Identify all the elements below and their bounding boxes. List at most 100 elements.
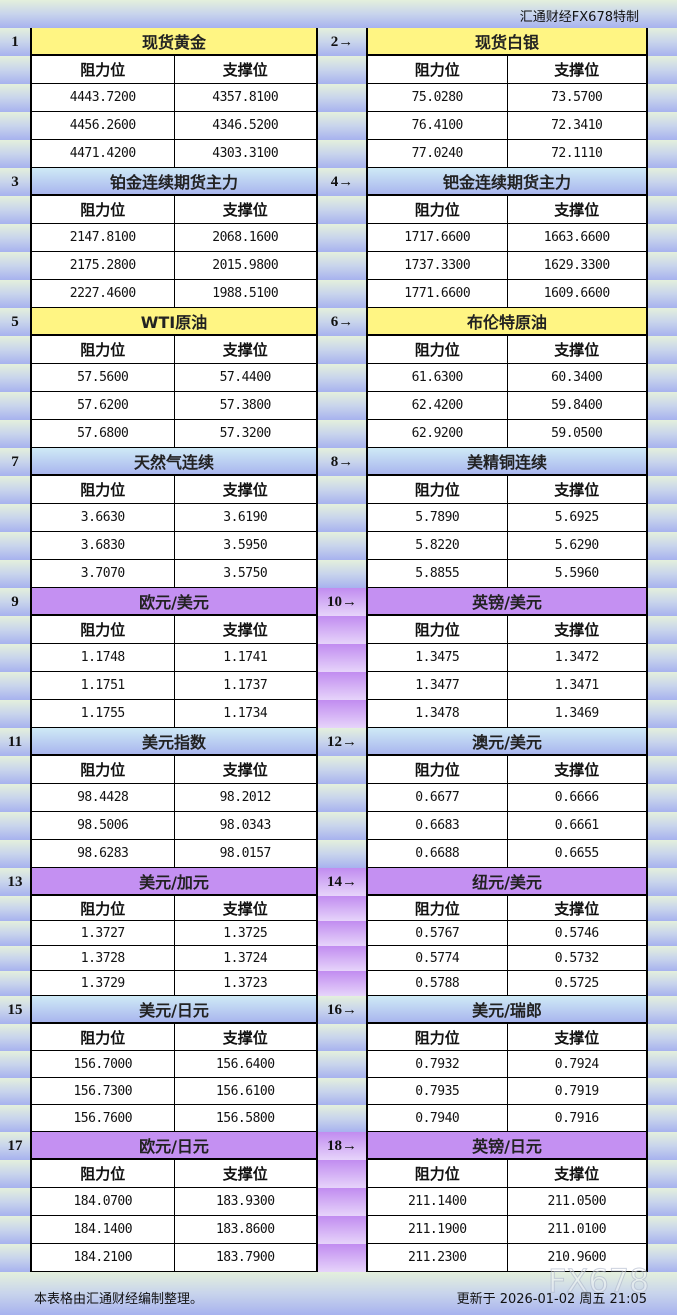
instrument-title: 英镑/日元 bbox=[368, 1132, 646, 1159]
resistance-value: 57.5600 bbox=[32, 364, 174, 391]
mid-spacer bbox=[316, 1216, 368, 1244]
mid-spacer bbox=[316, 1051, 368, 1078]
block-data-row: 98.5006 98.0343 0.6683 0.6661 bbox=[0, 812, 677, 840]
block-data-row: 4456.2600 4346.5200 76.4100 72.3410 bbox=[0, 112, 677, 140]
right-table-row: 0.7940 0.7916 bbox=[368, 1105, 648, 1132]
right-spacer bbox=[648, 280, 677, 308]
right-spacer bbox=[648, 532, 677, 560]
mid-spacer bbox=[316, 644, 368, 672]
left-table-row: 2227.4600 1988.5100 bbox=[30, 280, 316, 308]
instrument-title: 美元/瑞郎 bbox=[368, 996, 646, 1023]
right-spacer bbox=[648, 336, 677, 364]
block-data-row: 阻力位 支撑位 阻力位 支撑位 bbox=[0, 336, 677, 364]
support-value: 98.2012 bbox=[173, 784, 316, 811]
block-data-row: 3.6830 3.5950 5.8220 5.6290 bbox=[0, 532, 677, 560]
left-table-row: 57.6200 57.3800 bbox=[30, 392, 316, 420]
mid-spacer bbox=[316, 476, 368, 504]
left-table-row: 铂金连续期货主力 bbox=[30, 168, 316, 196]
arrow-right-icon: → bbox=[342, 873, 357, 890]
support-value: 0.7919 bbox=[506, 1078, 646, 1104]
arrow-right-icon: → bbox=[338, 33, 354, 50]
block-data-row: 阻力位 支撑位 阻力位 支撑位 bbox=[0, 1160, 677, 1188]
block-header-row: 1 现货黄金 2 → 现货白银 bbox=[0, 28, 677, 56]
resistance-value: 184.1400 bbox=[32, 1216, 174, 1243]
right-spacer bbox=[648, 700, 677, 728]
instrument-title: 英镑/美元 bbox=[368, 588, 646, 615]
support-value: 1988.5100 bbox=[173, 280, 316, 307]
block-data-row: 阻力位 支撑位 阻力位 支撑位 bbox=[0, 476, 677, 504]
support-value: 1.3472 bbox=[506, 644, 646, 671]
side-spacer bbox=[0, 336, 30, 364]
block-data-row: 阻力位 支撑位 阻力位 支撑位 bbox=[0, 56, 677, 84]
mid-spacer bbox=[316, 112, 368, 140]
support-header: 支撑位 bbox=[173, 756, 316, 783]
right-table-row: 211.1400 211.0500 bbox=[368, 1188, 648, 1216]
right-spacer bbox=[648, 28, 677, 56]
block-number-arrow: 16 → bbox=[316, 996, 368, 1024]
side-spacer bbox=[0, 672, 30, 700]
side-spacer bbox=[0, 140, 30, 168]
block-header-row: 15 美元/日元 16 → 美元/瑞郎 bbox=[0, 996, 677, 1024]
resistance-header: 阻力位 bbox=[368, 896, 507, 920]
side-spacer bbox=[0, 1160, 30, 1188]
block-data-row: 57.6800 57.3200 62.9200 59.0500 bbox=[0, 420, 677, 448]
block-number: 1 bbox=[11, 33, 19, 50]
support-value: 5.6290 bbox=[506, 532, 646, 559]
right-spacer bbox=[648, 168, 677, 196]
right-table-row: 英镑/美元 bbox=[368, 588, 648, 616]
side-spacer bbox=[0, 840, 30, 868]
resistance-header: 阻力位 bbox=[368, 616, 507, 643]
block-data-row: 1.3727 1.3725 0.5767 0.5746 bbox=[0, 921, 677, 946]
block-data-row: 4471.4200 4303.3100 77.0240 72.1110 bbox=[0, 140, 677, 168]
right-table-row: 76.4100 72.3410 bbox=[368, 112, 648, 140]
arrow-right-icon: → bbox=[342, 1137, 357, 1154]
mid-spacer bbox=[316, 140, 368, 168]
footer-note: 本表格由汇通财经编制整理。 bbox=[34, 1292, 204, 1307]
left-table-row: 阻力位 支撑位 bbox=[30, 56, 316, 84]
right-table-row: 0.5788 0.5725 bbox=[368, 971, 648, 996]
right-table-row: 1.3475 1.3472 bbox=[368, 644, 648, 672]
mid-spacer bbox=[316, 336, 368, 364]
side-spacer bbox=[0, 896, 30, 921]
right-table-row: 5.8855 5.5960 bbox=[368, 560, 648, 588]
resistance-value: 62.4200 bbox=[368, 392, 507, 419]
side-spacer bbox=[0, 756, 30, 784]
side-spacer bbox=[0, 392, 30, 420]
resistance-value: 1.3475 bbox=[368, 644, 507, 671]
block-data-row: 98.4428 98.2012 0.6677 0.6666 bbox=[0, 784, 677, 812]
resistance-value: 77.0240 bbox=[368, 140, 507, 167]
right-spacer bbox=[648, 1244, 677, 1272]
right-table-row: 1.3478 1.3469 bbox=[368, 700, 648, 728]
support-value: 1.3471 bbox=[506, 672, 646, 699]
resistance-value: 1.1751 bbox=[32, 672, 174, 699]
side-spacer bbox=[0, 196, 30, 224]
right-spacer bbox=[648, 392, 677, 420]
support-value: 60.3400 bbox=[506, 364, 646, 391]
block-number: 17 bbox=[7, 1137, 23, 1154]
block-data-row: 2147.8100 2068.1600 1717.6600 1663.6600 bbox=[0, 224, 677, 252]
right-spacer bbox=[648, 140, 677, 168]
right-spacer bbox=[648, 504, 677, 532]
block-data-row: 1.1755 1.1734 1.3478 1.3469 bbox=[0, 700, 677, 728]
left-table-row: 1.1755 1.1734 bbox=[30, 700, 316, 728]
mid-spacer bbox=[316, 1024, 368, 1051]
instrument-title: 欧元/美元 bbox=[32, 588, 316, 615]
instrument-title: 天然气连续 bbox=[32, 448, 316, 475]
resistance-value: 0.6677 bbox=[368, 784, 507, 811]
support-value: 0.7924 bbox=[506, 1051, 646, 1077]
right-spacer bbox=[648, 672, 677, 700]
arrow-right-icon: → bbox=[338, 173, 354, 190]
top-bar: 汇通财经FX678特制 bbox=[0, 0, 677, 28]
resistance-value: 0.5788 bbox=[368, 971, 507, 995]
support-value: 1.3723 bbox=[173, 971, 316, 995]
left-table-row: 1.3729 1.3723 bbox=[30, 971, 316, 996]
block-number: 12 bbox=[327, 733, 342, 750]
left-table-row: 156.7000 156.6400 bbox=[30, 1051, 316, 1078]
resistance-header: 阻力位 bbox=[32, 196, 174, 223]
side-spacer bbox=[0, 252, 30, 280]
right-spacer bbox=[648, 420, 677, 448]
resistance-value: 1771.6600 bbox=[368, 280, 507, 307]
right-spacer bbox=[648, 224, 677, 252]
left-table-row: 欧元/日元 bbox=[30, 1132, 316, 1160]
mid-spacer bbox=[316, 1105, 368, 1132]
